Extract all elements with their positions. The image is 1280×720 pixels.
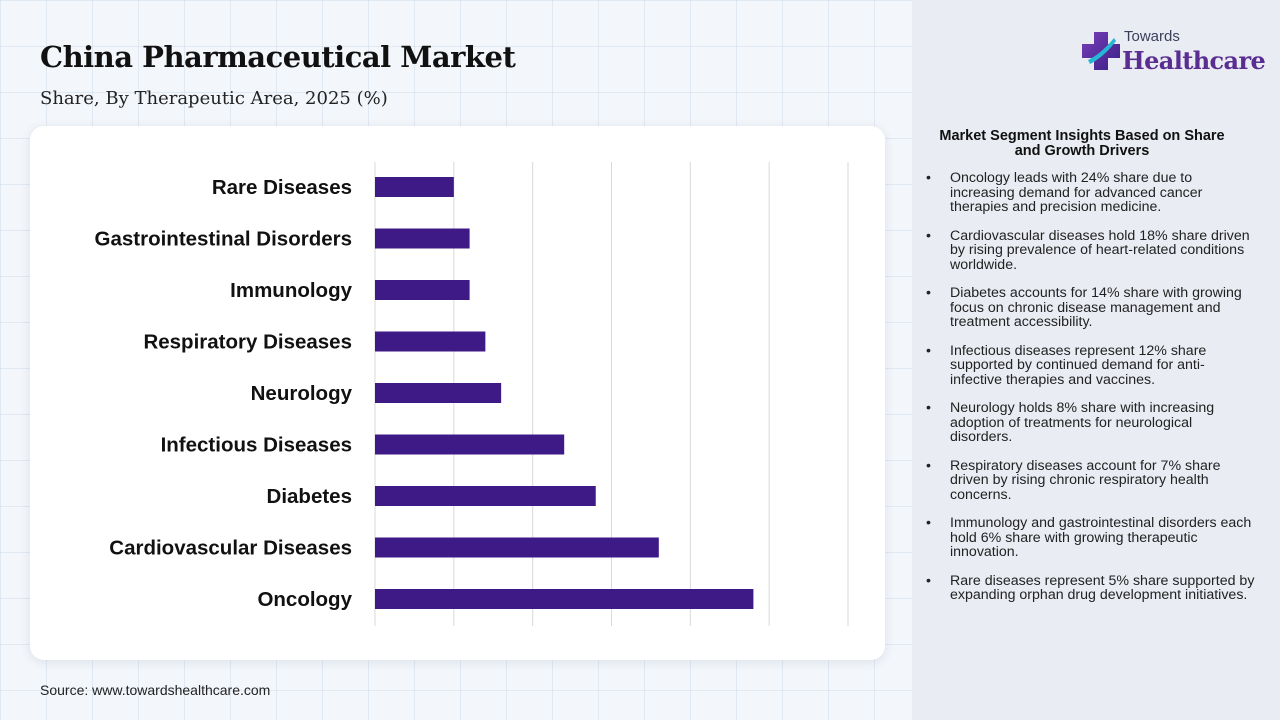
source-note: Source: www.towardshealthcare.com bbox=[40, 682, 271, 698]
bar bbox=[375, 589, 754, 609]
chart-panel: China Pharmaceutical Market Share, By Th… bbox=[30, 40, 885, 698]
bar bbox=[375, 383, 502, 403]
category-label: Respiratory Diseases bbox=[143, 331, 352, 354]
page-title: China Pharmaceutical Market bbox=[40, 40, 516, 74]
category-label: Oncology bbox=[257, 588, 352, 611]
insight-item: Cardiovascular diseases hold 18% share d… bbox=[926, 228, 1256, 273]
bar bbox=[375, 486, 596, 506]
bar bbox=[375, 280, 470, 300]
insight-item: Respiratory diseases account for 7% shar… bbox=[926, 458, 1256, 503]
insights-sidebar: Towards Healthcare Market Segment Insigh… bbox=[912, 0, 1280, 720]
bar bbox=[375, 537, 659, 558]
insights-list: Oncology leads with 24% share due to inc… bbox=[926, 171, 1256, 617]
page-subtitle: Share, By Therapeutic Area, 2025 (%) bbox=[40, 88, 388, 109]
logo-text-main: Healthcare bbox=[1122, 46, 1266, 75]
category-label: Rare Diseases bbox=[212, 176, 352, 199]
category-label: Neurology bbox=[251, 382, 353, 405]
category-label: Diabetes bbox=[267, 485, 352, 508]
category-label: Gastrointestinal Disorders bbox=[95, 228, 352, 251]
medical-cross-icon bbox=[1082, 32, 1120, 70]
insight-item: Rare diseases represent 5% share support… bbox=[926, 573, 1256, 603]
bar bbox=[375, 177, 454, 197]
chart-card: Rare Diseases Gastrointestinal Disorders I… bbox=[30, 126, 885, 660]
insight-item: Oncology leads with 24% share due to inc… bbox=[926, 171, 1256, 215]
logo-text-top: Towards bbox=[1124, 28, 1180, 45]
bar bbox=[375, 228, 470, 249]
category-label: Immunology bbox=[230, 279, 352, 302]
bar-chart: Rare Diseases Gastrointestinal Disorders I… bbox=[95, 162, 849, 626]
insight-item: Infectious diseases represent 12% share … bbox=[926, 343, 1256, 388]
insight-item: Neurology holds 8% share with increasing… bbox=[926, 401, 1256, 445]
category-label: Infectious Diseases bbox=[161, 434, 352, 457]
bar bbox=[375, 434, 565, 455]
brand-logo: Towards Healthcare bbox=[1080, 26, 1266, 78]
insight-item: Immunology and gastrointestinal disorder… bbox=[926, 516, 1256, 560]
insight-item: Diabetes accounts for 14% share with gro… bbox=[926, 286, 1256, 330]
bar bbox=[375, 331, 486, 352]
category-label: Cardiovascular Diseases bbox=[109, 537, 352, 560]
insights-title: Market Segment Insights Based on Share a… bbox=[939, 128, 1225, 159]
